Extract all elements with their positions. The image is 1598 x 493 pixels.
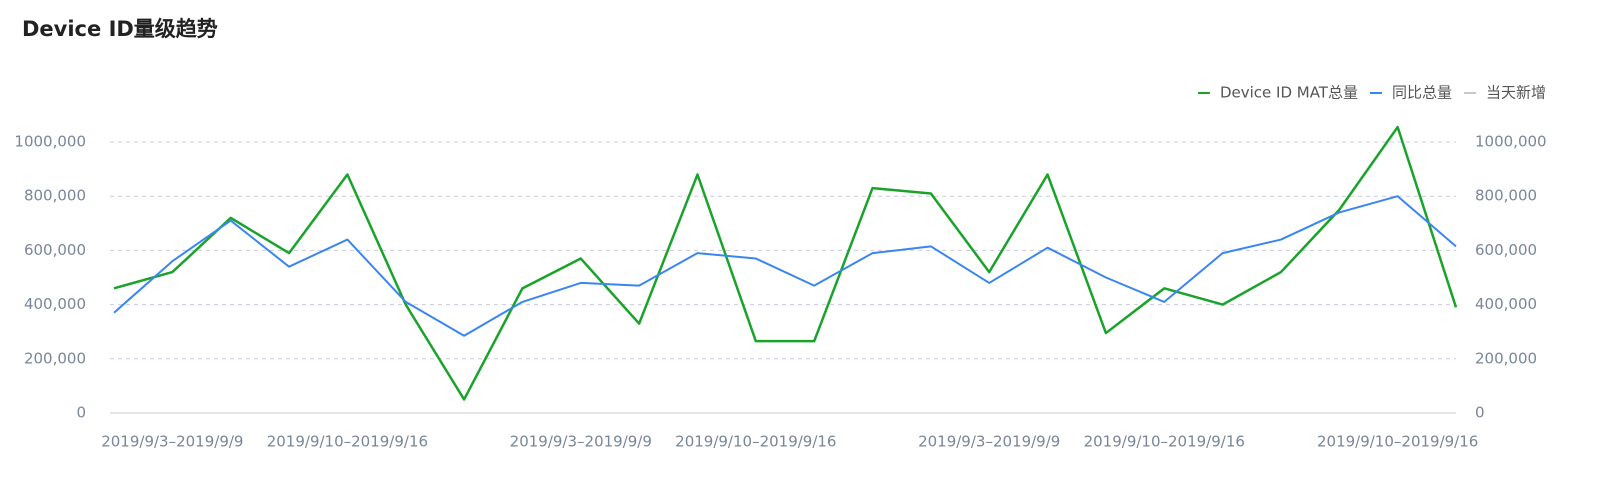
y2-tick-label: 0 xyxy=(1475,404,1485,422)
legend-label[interactable]: 同比总量 xyxy=(1392,84,1452,102)
y2-tick-label: 600,000 xyxy=(1475,241,1537,259)
y-tick-label: 200,000 xyxy=(24,349,86,367)
y2-tick-label: 400,000 xyxy=(1475,295,1537,313)
y-tick-label: 800,000 xyxy=(24,187,86,205)
y2-tick-label: 800,000 xyxy=(1475,187,1537,205)
y2-tick-label: 200,000 xyxy=(1475,349,1537,367)
legend-label[interactable]: 当天新增 xyxy=(1486,84,1546,102)
x-tick-label: 2019/9/10–2019/9/16 xyxy=(267,433,428,451)
y2-tick-label: 1000,000 xyxy=(1475,133,1547,151)
x-tick-label: 2019/9/3–2019/9/9 xyxy=(918,433,1060,451)
x-tick-label: 2019/9/3–2019/9/9 xyxy=(101,433,243,451)
y-tick-label: 1000,000 xyxy=(14,133,86,151)
series-line xyxy=(113,125,1458,401)
series-line xyxy=(113,195,1457,337)
chart-title: Device ID量级趋势 xyxy=(22,17,218,41)
y-tick-label: 0 xyxy=(76,404,86,422)
x-tick-label: 2019/9/10–2019/9/16 xyxy=(1084,433,1245,451)
x-tick-label: 2019/9/3–2019/9/9 xyxy=(510,433,652,451)
y-tick-label: 600,000 xyxy=(24,241,86,259)
y-tick-label: 400,000 xyxy=(24,295,86,313)
x-tick-label: 2019/9/10–2019/9/16 xyxy=(675,433,836,451)
x-tick-label: 2019/9/10–2019/9/16 xyxy=(1317,433,1478,451)
legend-label[interactable]: Device ID MAT总量 xyxy=(1220,84,1358,102)
